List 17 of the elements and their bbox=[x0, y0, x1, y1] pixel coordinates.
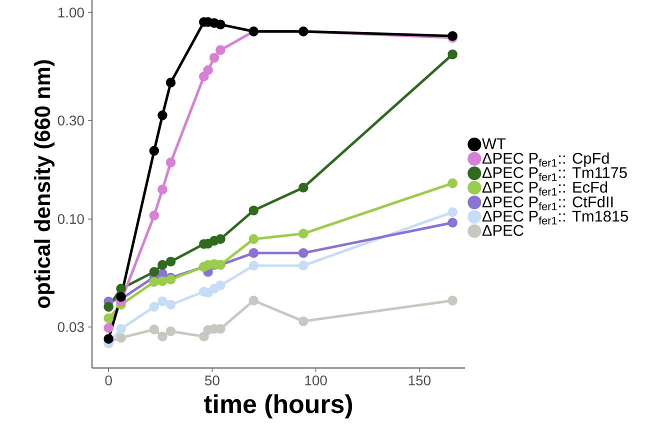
legend-label: ΔPEC P$_{fer1}$:: CpFd bbox=[482, 152, 609, 167]
y-tick-label: 0.03 bbox=[58, 322, 84, 332]
legend-label: ΔPEC P$_{fer1}$:: Tm1815 bbox=[482, 210, 628, 224]
x-tick-label: 50 bbox=[204, 376, 220, 386]
legend-label: ΔPEC P$_{fer1}$:: CtFdII bbox=[482, 196, 613, 210]
y-tick-label: 0.10 bbox=[58, 214, 84, 224]
legend-label: ΔPEC bbox=[482, 224, 524, 236]
legend-label: WT bbox=[482, 138, 506, 149]
y-tick-label: 0.30 bbox=[58, 116, 84, 126]
x-tick-label: 100 bbox=[305, 376, 327, 386]
legend-label: ΔPEC P$_{fer1}$:: Tm1175 bbox=[482, 167, 627, 181]
legend-label: ΔPEC P$_{fer1}$:: EcFd bbox=[482, 181, 608, 196]
x-axis-title: time (hours) bbox=[204, 394, 352, 418]
y-tick-label: 1.00 bbox=[58, 8, 84, 18]
y-axis-title: optical density (660 nm) bbox=[34, 60, 54, 308]
x-tick-label: 0 bbox=[105, 376, 112, 386]
x-tick-label: 150 bbox=[408, 376, 431, 386]
